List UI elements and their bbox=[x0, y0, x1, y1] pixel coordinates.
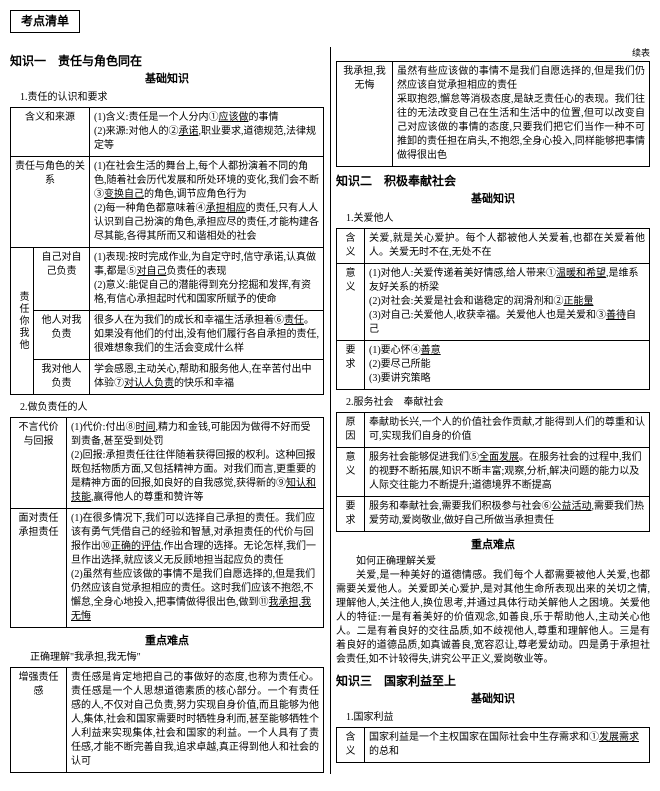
k2-s1: 1.关爱他人 bbox=[346, 212, 650, 226]
k1-t3b-r1h: 我承担,我无悔 bbox=[337, 62, 393, 167]
k2-title: 知识二 积极奉献社会 bbox=[336, 173, 650, 190]
k1-t2-r2h: 面对责任承担责任 bbox=[11, 508, 67, 627]
k1-t3b-r1c: 虽然有些应该做的事情不是我们自愿选择的,但是我们仍然应该自觉承担相应的责任采取抱… bbox=[393, 62, 650, 167]
k2-t2-r2c: 服务社会能够促进我们⑤全面发展。在服务社会的过程中,我们的视野不断拓展,知识不断… bbox=[365, 447, 650, 496]
k1-t1-r1h: 含义和来源 bbox=[11, 107, 90, 156]
k1-s2-block: 2.做负责任的人 不言代价与回报 (1)代价:付出⑧时间,精力和金钱,可能因为做… bbox=[10, 401, 324, 628]
k1-t3-r1c: 责任感是肯定地把自己的事做好的态度,也称为责任心。责任感是一个人思想道德素质的核… bbox=[67, 668, 324, 773]
k3-section: 知识三 国家利益至上 基础知识 1.国家利益 含义 国家利益是一个主权国家在国际… bbox=[336, 673, 650, 763]
k2-t2-r3h: 要求 bbox=[337, 496, 365, 531]
k2-hard-block: 重点难点 如何正确理解关爱 关爱,是一种美好的道德情感。我们每个人都需要被他人关… bbox=[336, 538, 650, 667]
k2-t1-r2c: (1)对他人:关爱传递着美好情感,给人带来①温暖和希望,是维系友好关系的桥梁(2… bbox=[365, 263, 650, 340]
k1-s2: 2.做负责任的人 bbox=[20, 401, 324, 415]
k1-t1-r5c: 学会感恩,主动关心,帮助和服务他人,在辛苦付出中体验⑦对认人负责的快乐和幸福 bbox=[90, 359, 324, 394]
k2-t1-r2h: 意义 bbox=[337, 263, 365, 340]
k2-t2-r3c: 服务和奉献社会,需要我们积极参与社会⑥公益活动,需要我们热爱劳动,爱岗敬业,做好… bbox=[365, 496, 650, 531]
k2-section: 知识二 积极奉献社会 基础知识 1.关爱他人 含义 关爱,就是关心爱护。每个人都… bbox=[336, 173, 650, 389]
k1-t1-vhead: 责任你我他 bbox=[11, 247, 34, 394]
k1-t1-r2h: 责任与角色的关系 bbox=[11, 156, 90, 247]
k1-title: 知识一 责任与角色同在 bbox=[10, 53, 324, 70]
k1-table1: 含义和来源 (1)含义:责任是一个人分内①应该做的事情(2)来源:对他人的②承诺… bbox=[10, 107, 324, 395]
k2-t1-r3h: 要求 bbox=[337, 340, 365, 389]
k1-t1-r3h: 自己对自己负责 bbox=[34, 247, 90, 310]
k2-t2-r2h: 意义 bbox=[337, 447, 365, 496]
k1-hard-title: 正确理解"我承担,我无悔" bbox=[10, 651, 324, 665]
k3-t1-r1h: 含义 bbox=[337, 728, 365, 763]
k3-t1-r1c: 国家利益是一个主权国家在国际社会中生存需求和①发展需求的总和 bbox=[365, 728, 650, 763]
k2-t1-r1h: 含义 bbox=[337, 228, 365, 263]
k2-s2-block: 2.服务社会 奉献社会 原因 奉献助长兴,一个人的价值社会作贡献,才能得到人们的… bbox=[336, 396, 650, 532]
k2-hard-title: 如何正确理解关爱 bbox=[336, 555, 650, 569]
header-title-box: 考点清单 bbox=[10, 10, 650, 41]
k2-table2: 原因 奉献助长兴,一个人的价值社会作贡献,才能得到人们的尊重和认可,实现我们自身… bbox=[336, 412, 650, 532]
k1-t1-r1c: (1)含义:责任是一个人分内①应该做的事情(2)来源:对他人的②承诺,职业要求,… bbox=[90, 107, 324, 156]
k2-s2: 2.服务社会 奉献社会 bbox=[346, 396, 650, 410]
k3-title: 知识三 国家利益至上 bbox=[336, 673, 650, 690]
k1-t1-r3c: (1)表现:按时完成作业,为自定守时,信守承诺,认真做事,都是⑤对自己负责任的表… bbox=[90, 247, 324, 310]
k1-t2-r1h: 不言代价与回报 bbox=[11, 417, 67, 508]
k1-t2-r2c: (1)在很多情况下,我们可以选择自己承担的责任。我们应该有勇气凭借自己的经验和智… bbox=[67, 508, 324, 627]
k1-basic: 基础知识 bbox=[10, 72, 324, 87]
k3-s1: 1.国家利益 bbox=[346, 711, 650, 725]
k2-hard-para: 关爱,是一种美好的道德情感。我们每个人都需要被他人关爱,也都需要关爱他人。关爱即… bbox=[336, 569, 650, 667]
k1-t1-r4c: 很多人在为我们的成长和幸福生活承担着⑥责任。如果没有他们的付出,没有他们履行各自… bbox=[90, 310, 324, 359]
k1-section: 知识一 责任与角色同在 基础知识 1.责任的认识和要求 含义和来源 (1)含义:… bbox=[10, 53, 324, 395]
continued-label: 续表 bbox=[336, 47, 650, 60]
k1-hard-block: 重点难点 正确理解"我承担,我无悔" 增强责任感 责任感是肯定地把自己的事做好的… bbox=[10, 634, 324, 773]
k1-table3: 增强责任感 责任感是肯定地把自己的事做好的态度,也称为责任心。责任感是一个人思想… bbox=[10, 667, 324, 773]
k1-hard: 重点难点 bbox=[10, 634, 324, 649]
k2-t2-r1c: 奉献助长兴,一个人的价值社会作贡献,才能得到人们的尊重和认可,实现我们自身的价值 bbox=[365, 412, 650, 447]
k2-t1-r1c: 关爱,就是关心爱护。每个人都被他人关爱着,也都在关爱着他人。关爱无时不在,无处不… bbox=[365, 228, 650, 263]
k1-t1-r4h: 他人对我负责 bbox=[34, 310, 90, 359]
k2-table1: 含义 关爱,就是关心爱护。每个人都被他人关爱着,也都在关爱着他人。关爱无时不在,… bbox=[336, 228, 650, 390]
k1-table3b: 我承担,我无悔 虽然有些应该做的事情不是我们自愿选择的,但是我们仍然应该自觉承担… bbox=[336, 61, 650, 167]
k1-t1-r2c: (1)在社会生活的舞台上,每个人都扮演着不同的角色,随着社会历代发展和所处环境的… bbox=[90, 156, 324, 247]
two-column-page: 知识一 责任与角色同在 基础知识 1.责任的认识和要求 含义和来源 (1)含义:… bbox=[10, 47, 650, 774]
k3-table1: 含义 国家利益是一个主权国家在国际社会中生存需求和①发展需求的总和 bbox=[336, 727, 650, 763]
k1-table2: 不言代价与回报 (1)代价:付出⑧时间,精力和金钱,可能因为做得不好而受到责备,… bbox=[10, 417, 324, 628]
k1-t2-r1c: (1)代价:付出⑧时间,精力和金钱,可能因为做得不好而受到责备,甚至受到处罚(2… bbox=[67, 417, 324, 508]
k3-basic: 基础知识 bbox=[336, 692, 650, 707]
k1-t1-r5h: 我对他人负责 bbox=[34, 359, 90, 394]
title-box-text: 考点清单 bbox=[10, 10, 80, 33]
k2-t1-r3c: (1)要心怀④善意(2)要尽己所能(3)要讲究策略 bbox=[365, 340, 650, 389]
k2-basic: 基础知识 bbox=[336, 192, 650, 207]
k1-t3b-block: 续表 我承担,我无悔 虽然有些应该做的事情不是我们自愿选择的,但是我们仍然应该自… bbox=[336, 47, 650, 168]
k1-t3-r1h: 增强责任感 bbox=[11, 668, 67, 773]
k1-s1: 1.责任的认识和要求 bbox=[20, 91, 324, 105]
k2-t2-r1h: 原因 bbox=[337, 412, 365, 447]
k2-hard: 重点难点 bbox=[336, 538, 650, 553]
